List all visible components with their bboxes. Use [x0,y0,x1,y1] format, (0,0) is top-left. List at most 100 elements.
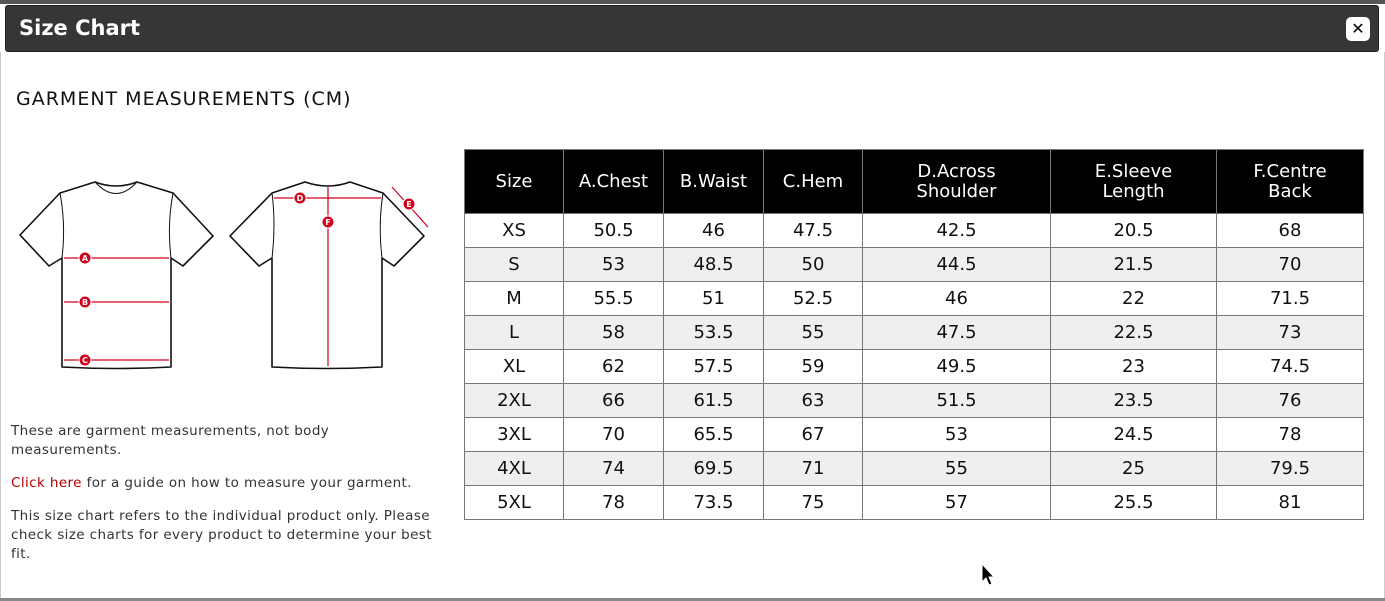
table-cell: 75 [763,485,863,520]
table-cell: 55 [862,451,1051,486]
measure-guide-link[interactable]: Click here [11,475,82,491]
table-cell: XL [464,349,564,384]
table-cell: 62 [563,349,664,384]
table-row: XL 62 57.5 59 49.5 23 74.5 [464,349,1364,384]
table-row: XS 50.5 46 47.5 42.5 20.5 68 [464,213,1364,248]
table-row: L 58 53.5 55 47.5 22.5 73 [464,315,1364,350]
svg-text:D: D [297,194,304,203]
section-heading: GARMENT MEASUREMENTS (CM) [16,88,352,110]
table-row: 5XL 78 73.5 75 57 25.5 81 [464,485,1364,520]
table-cell: 58 [563,315,664,350]
col-centre-back: F.Centre Back [1216,149,1364,214]
table-row: 3XL 70 65.5 67 53 24.5 78 [464,417,1364,452]
table-row: S 53 48.5 50 44.5 21.5 70 [464,247,1364,282]
table-cell: 63 [763,383,863,418]
col-hem: C.Hem [763,149,863,214]
table-cell: L [464,315,564,350]
marker-f [321,215,335,229]
table-cell: 73.5 [663,485,764,520]
table-cell: 3XL [464,417,564,452]
table-row: 4XL 74 69.5 71 55 25 79.5 [464,451,1364,486]
table-cell: 46 [663,213,764,248]
table-cell: 55.5 [563,281,664,316]
table-cell: 74.5 [1216,349,1364,384]
marker-b [78,295,92,309]
table-cell: 73 [1216,315,1364,350]
table-cell: 57 [862,485,1051,520]
svg-text:E: E [406,200,411,209]
table-cell: 74 [563,451,664,486]
table-cell: 2XL [464,383,564,418]
close-button[interactable]: ✕ [1346,17,1370,41]
table-cell: 70 [1216,247,1364,282]
table-cell: 47.5 [763,213,863,248]
table-cell: 79.5 [1216,451,1364,486]
marker-d [293,191,307,205]
table-cell: 53.5 [663,315,764,350]
table-cell: 42.5 [862,213,1051,248]
tshirt-measurement-diagram: A B C D E F [19,181,429,370]
table-cell: 51 [663,281,764,316]
table-cell: 46 [862,281,1051,316]
table-cell: 55 [763,315,863,350]
col-size: Size [464,149,564,214]
table-cell: 23 [1050,349,1217,384]
table-cell: 48.5 [663,247,764,282]
table-cell: 61.5 [663,383,764,418]
table-cell: 50 [763,247,863,282]
table-header-row: Size A.Chest B.Waist C.Hem D.Across Shou… [464,149,1364,214]
size-table: Size A.Chest B.Waist C.Hem D.Across Shou… [464,149,1364,520]
table-cell: 22.5 [1050,315,1217,350]
table-cell: 22 [1050,281,1217,316]
marker-e [402,197,416,211]
col-shoulder: D.Across Shoulder [862,149,1051,214]
table-cell: 81 [1216,485,1364,520]
dialog-title: Size Chart [19,16,141,40]
front-tshirt-outline [19,181,214,370]
marker-a [78,251,92,265]
table-cell: 25.5 [1050,485,1217,520]
table-cell: 5XL [464,485,564,520]
table-cell: 65.5 [663,417,764,452]
table-cell: 24.5 [1050,417,1217,452]
table-cell: XS [464,213,564,248]
table-row: 2XL 66 61.5 63 51.5 23.5 76 [464,383,1364,418]
table-cell: 4XL [464,451,564,486]
table-cell: 51.5 [862,383,1051,418]
table-cell: 78 [563,485,664,520]
mouse-cursor-icon [981,563,996,586]
table-cell: 21.5 [1050,247,1217,282]
svg-text:F: F [325,218,330,227]
top-border [0,0,1385,4]
col-chest: A.Chest [563,149,664,214]
table-cell: 78 [1216,417,1364,452]
size-notes: These are garment measurements, not body… [11,422,441,578]
note-product: This size chart refers to the individual… [11,508,432,562]
table-cell: 67 [763,417,863,452]
table-cell: 71 [763,451,863,486]
table-cell: M [464,281,564,316]
table-cell: 66 [563,383,664,418]
bottom-border [0,598,1385,601]
dialog-border-left [0,52,1,601]
table-row: M 55.5 51 52.5 46 22 71.5 [464,281,1364,316]
svg-text:C: C [82,356,88,365]
dialog-titlebar: Size Chart ✕ [5,5,1379,52]
table-cell: 53 [563,247,664,282]
table-cell: 57.5 [663,349,764,384]
table-cell: 53 [862,417,1051,452]
note-garment: These are garment measurements, not body… [11,423,330,458]
note-guide: Click here for a guide on how to measure… [11,475,412,491]
table-cell: 50.5 [563,213,664,248]
back-tshirt-outline [229,181,425,370]
close-icon: ✕ [1351,19,1365,38]
table-cell: 71.5 [1216,281,1364,316]
col-sleeve: E.Sleeve Length [1050,149,1217,214]
table-cell: 76 [1216,383,1364,418]
table-cell: 69.5 [663,451,764,486]
table-cell: 47.5 [862,315,1051,350]
table-cell: S [464,247,564,282]
col-waist: B.Waist [663,149,764,214]
table-cell: 68 [1216,213,1364,248]
table-cell: 20.5 [1050,213,1217,248]
